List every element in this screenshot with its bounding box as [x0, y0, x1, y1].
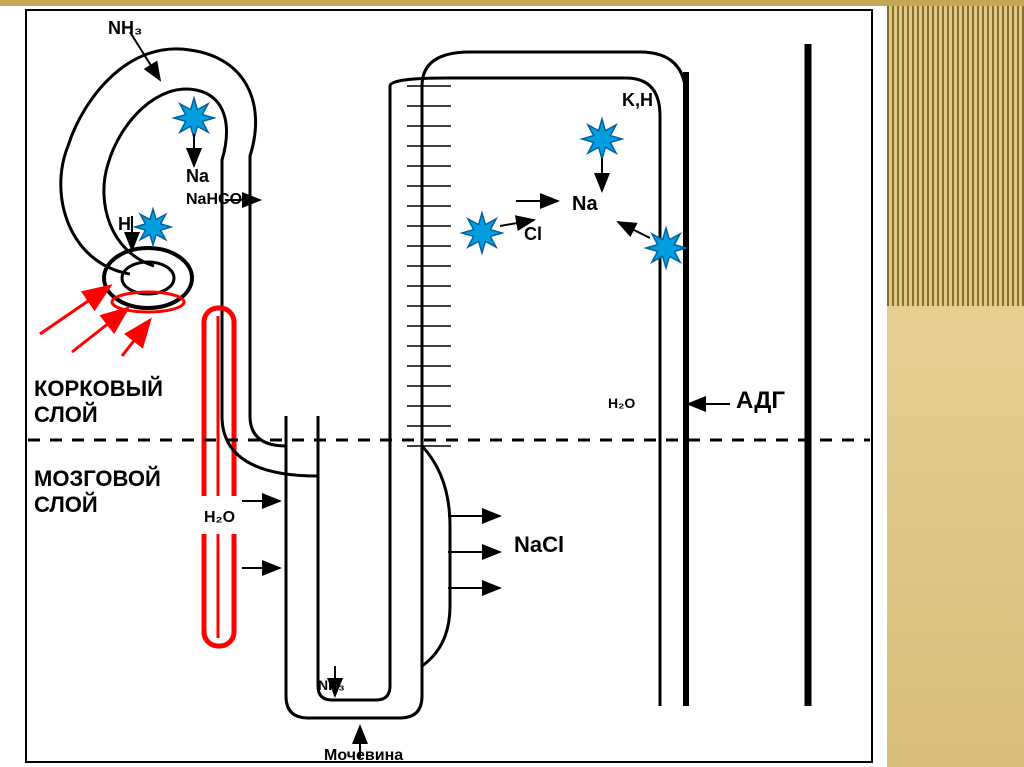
urea-label: Мочевина [324, 747, 403, 764]
cortex-label-2: СЛОЙ [34, 402, 98, 427]
na2-label: Na [572, 193, 598, 215]
arrow [40, 286, 110, 334]
nh3-top-label: NH₃ [108, 18, 142, 38]
transporter-star [174, 98, 214, 138]
cl-label: Cl [524, 224, 542, 244]
slide: NH₃ Na NaHCO₃ H КОРКОВЫЙ СЛОЙ МОЗГОВОЙ С… [0, 0, 1024, 767]
transporter-star [462, 213, 502, 253]
nacl-label: NaCl [514, 532, 564, 557]
nh3-bottom-label: NH₃ [318, 677, 345, 693]
arrow [618, 222, 650, 238]
loop-outer [286, 86, 422, 718]
right-decor-pane [887, 6, 1024, 767]
bowman-inner [122, 262, 174, 294]
transporter-star [135, 209, 171, 245]
kh-label: K,H [622, 90, 653, 110]
nephron-diagram: NH₃ Na NaHCO₃ H КОРКОВЫЙ СЛОЙ МОЗГОВОЙ С… [0, 6, 887, 767]
h2o-left-label: H₂O [204, 509, 235, 526]
hatching [407, 86, 451, 446]
beige-fill [887, 306, 1024, 767]
dct-top-inner [390, 78, 660, 706]
stripe-pattern [887, 6, 1024, 306]
thick-ascend-outer [422, 446, 450, 666]
arrow [122, 320, 150, 356]
na-label: Na [186, 166, 210, 186]
diagram-svg: NH₃ Na NaHCO₃ H КОРКОВЫЙ СЛОЙ МОЗГОВОЙ С… [0, 6, 887, 767]
medulla-label-2: СЛОЙ [34, 492, 98, 517]
transporter-star [582, 119, 622, 159]
h-label: H [118, 214, 131, 234]
arrow [72, 308, 128, 352]
medulla-label-1: МОЗГОВОЙ [34, 466, 161, 491]
transporter-star [646, 228, 686, 268]
cortex-label-1: КОРКОВЫЙ [34, 376, 163, 401]
arrow [130, 32, 160, 80]
loop-inner [318, 86, 390, 700]
nahco3-label: NaHCO₃ [186, 191, 249, 208]
bowman-outer [104, 248, 192, 308]
h2o-right-label: H₂O [608, 395, 635, 411]
adh-label: АДГ [736, 387, 785, 414]
